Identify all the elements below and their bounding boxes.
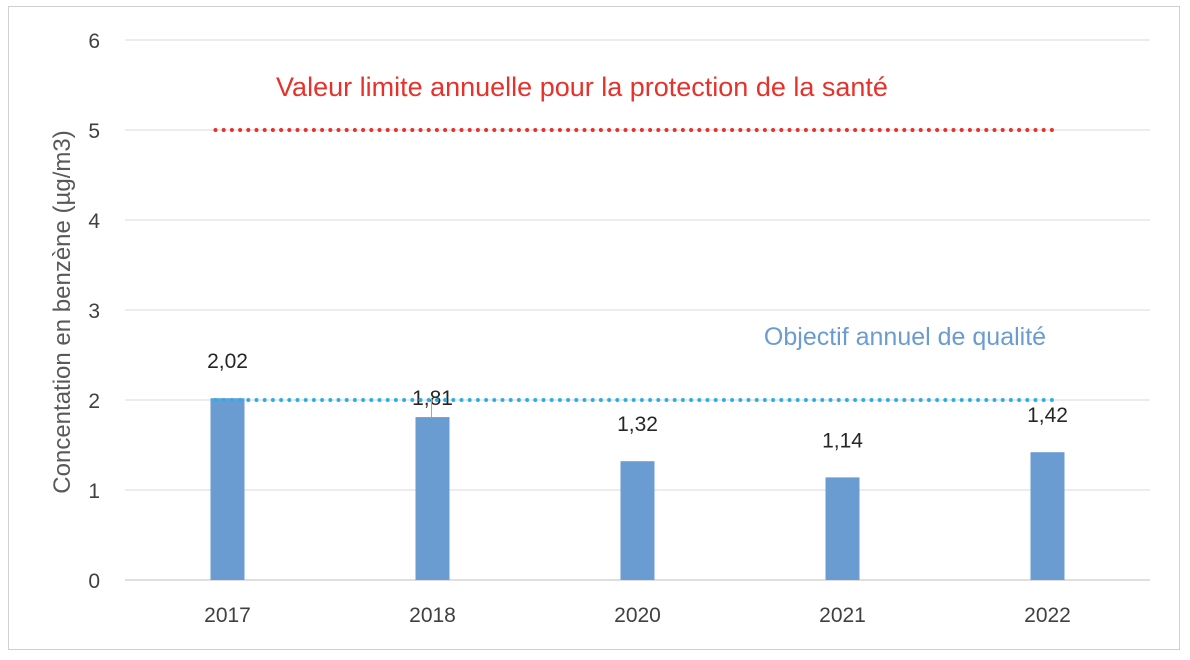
bar-2017 (210, 398, 245, 580)
y-tick-label: 2 (88, 390, 100, 413)
y-tick-label: 4 (88, 210, 100, 233)
data-label-2017: 2,02 (207, 350, 248, 373)
bar-2018 (415, 417, 450, 580)
bar-2021 (825, 477, 860, 580)
x-tick-label: 2022 (1024, 604, 1071, 627)
y-tick-label: 3 (88, 300, 100, 323)
health-limit-label: Valeur limite annuelle pour la protectio… (276, 72, 888, 102)
y-tick-label: 5 (88, 120, 100, 143)
data-label-2021: 1,14 (822, 429, 863, 452)
y-tick-label: 1 (88, 480, 100, 503)
bar-2020 (620, 461, 655, 580)
data-label-2022: 1,42 (1027, 404, 1068, 427)
data-label-2018: 1,81 (412, 387, 453, 410)
x-tick-label: 2020 (614, 604, 661, 627)
y-tick-label: 6 (88, 30, 100, 53)
data-label-2020: 1,32 (617, 413, 658, 436)
x-tick-label: 2017 (204, 604, 251, 627)
quality-objective-label: Objectif annuel de qualité (764, 323, 1046, 351)
y-tick-label: 0 (88, 570, 100, 593)
chart-frame (8, 6, 1180, 650)
x-tick-label: 2021 (819, 604, 866, 627)
x-tick-label: 2018 (409, 604, 456, 627)
y-axis-label: Concentation en benzène (µg/m3) (49, 130, 76, 493)
bar-2022 (1030, 452, 1065, 580)
